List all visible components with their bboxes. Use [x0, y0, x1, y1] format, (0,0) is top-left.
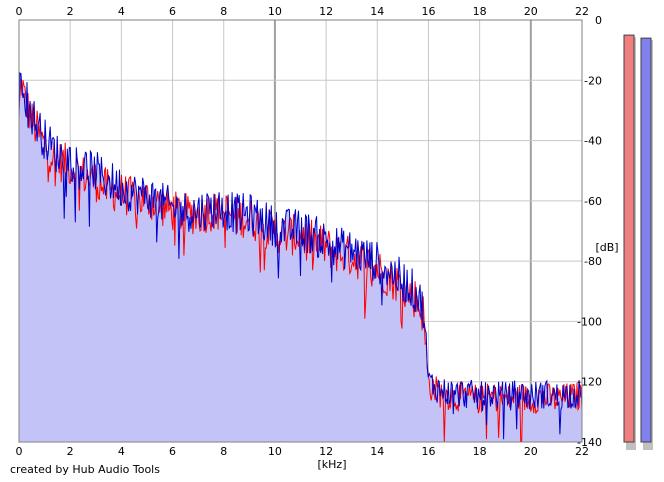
x-tick-label-bottom: 6	[169, 445, 176, 458]
y-tick-label: -40	[584, 135, 602, 148]
x-tick-label-bottom: 2	[67, 445, 74, 458]
x-tick-label-top: 14	[370, 5, 384, 18]
x-tick-label-top: 8	[220, 5, 227, 18]
x-tick-label-bottom: 12	[319, 445, 333, 458]
x-tick-label-bottom: 18	[473, 445, 487, 458]
x-tick-label-top: 4	[118, 5, 125, 18]
y-ticks: 0 -20 -40 -60 -80 -100 -120 -140	[577, 14, 602, 449]
y-tick-label: -60	[584, 195, 602, 208]
x-tick-label-bottom: 16	[421, 445, 435, 458]
x-tick-label-top: 6	[169, 5, 176, 18]
plot-border	[18, 19, 583, 443]
x-tick-label-bottom: 0	[16, 445, 23, 458]
x-tick-label-top: 22	[575, 5, 589, 18]
y-tick-label: -100	[577, 315, 602, 328]
credit-text: created by Hub Audio Tools	[10, 463, 160, 476]
level-meters	[623, 34, 653, 450]
x-tick-label-top: 12	[319, 5, 333, 18]
y-tick-label: -20	[584, 74, 602, 87]
x-tick-label-top: 0	[16, 5, 23, 18]
series-lines	[18, 72, 583, 443]
y-axis-label: [dB]	[595, 241, 618, 254]
level-meter-bar	[623, 34, 635, 443]
y-tick-label: -120	[577, 376, 602, 389]
x-tick-label-top: 20	[524, 5, 538, 18]
level-meter-bar	[640, 37, 652, 443]
plot-frame	[18, 19, 583, 443]
x-tick-label-bottom: 10	[268, 445, 282, 458]
x-tick-label-bottom: 22	[575, 445, 589, 458]
x-tick-label-top: 2	[67, 5, 74, 18]
x-tick-label-bottom: 8	[220, 445, 227, 458]
x-tick-label-bottom: 20	[524, 445, 538, 458]
x-tick-label-top: 16	[421, 5, 435, 18]
series-line-1	[18, 72, 583, 440]
x-tick-label-top: 10	[268, 5, 282, 18]
x-ticks-top: 0 2 4 6 8 10 12 14 16 18 20 22	[16, 5, 590, 18]
x-axis-label: [kHz]	[318, 458, 347, 471]
x-tick-label-bottom: 4	[118, 445, 125, 458]
y-tick-label: 0	[595, 14, 602, 27]
x-tick-label-top: 18	[473, 5, 487, 18]
x-ticks-bottom: 0 2 4 6 8 10 12 14 16 18 20 22	[16, 445, 590, 458]
y-tick-label: -140	[577, 436, 602, 449]
x-tick-label-bottom: 14	[370, 445, 384, 458]
y-tick-label: -80	[584, 255, 602, 268]
